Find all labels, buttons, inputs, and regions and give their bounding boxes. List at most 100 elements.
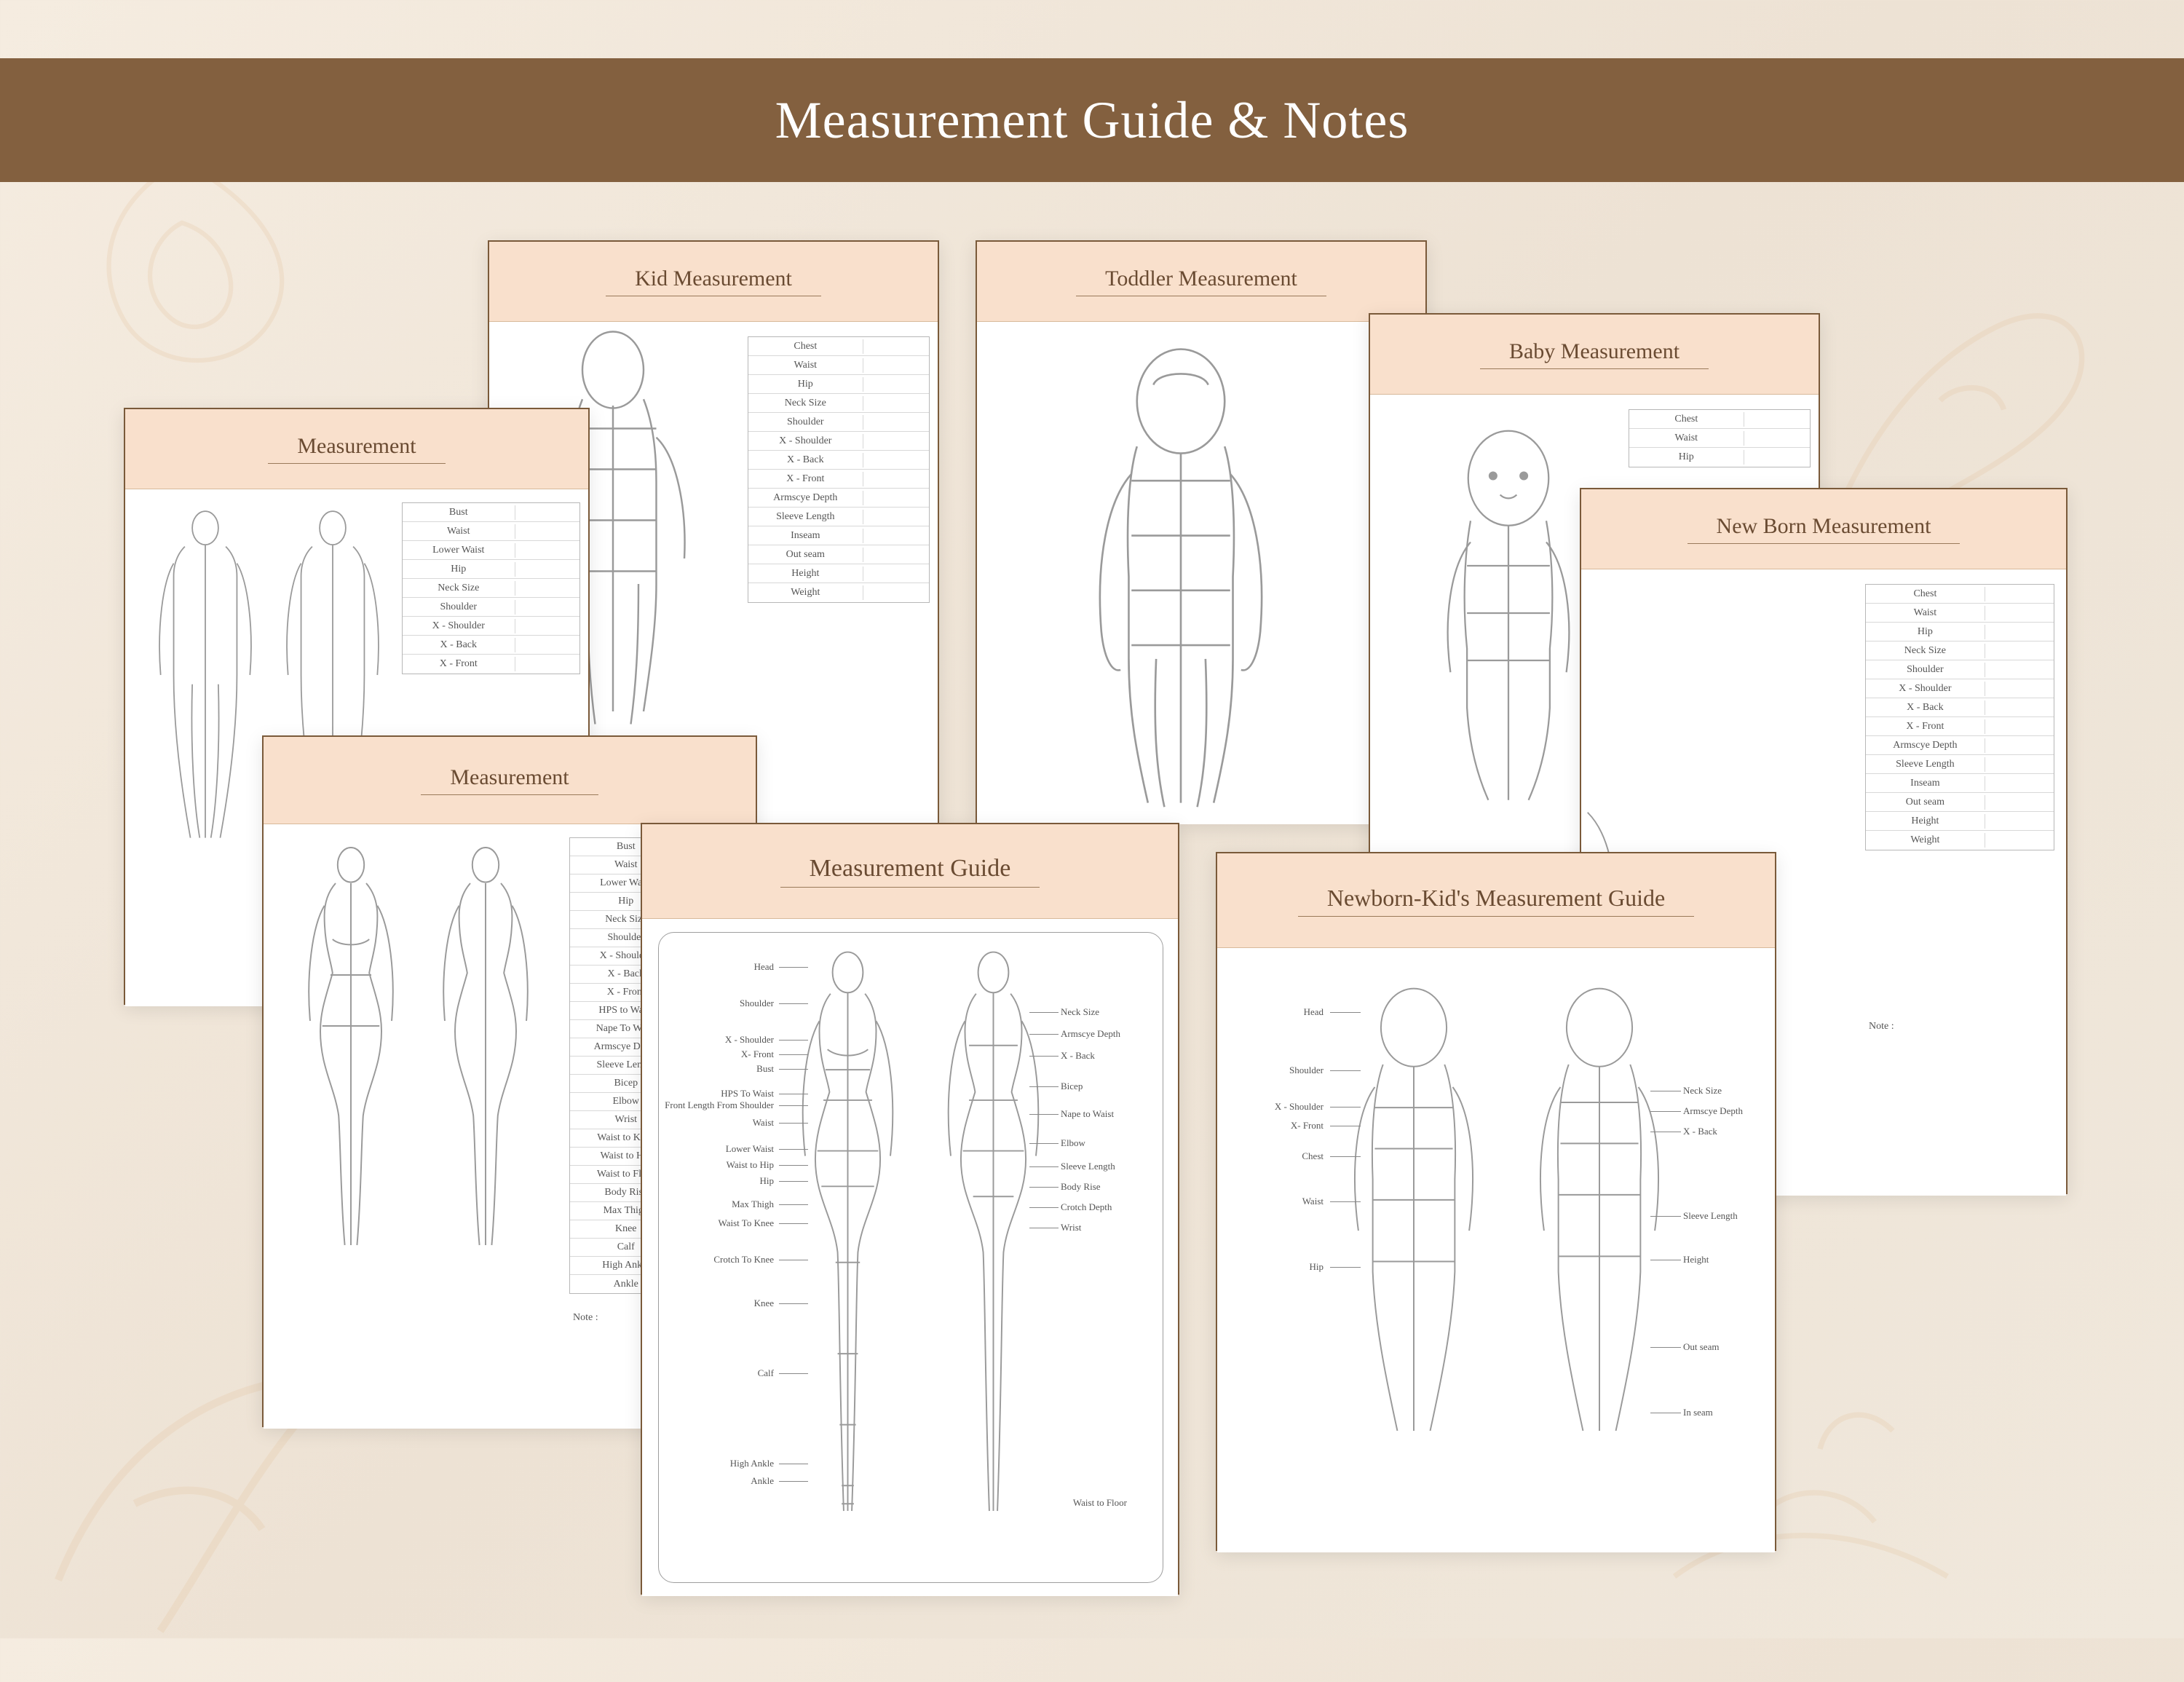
measurement-value — [863, 417, 929, 427]
callout-line — [779, 1223, 808, 1224]
callout-left: Ankle — [751, 1475, 774, 1487]
measurement-value — [515, 640, 579, 650]
callout-left: X - Shoulder — [1275, 1101, 1324, 1113]
measurement-label: Shoulder — [748, 415, 863, 430]
callout-line — [1650, 1111, 1681, 1112]
sheet-header: Measurement Guide — [642, 824, 1178, 919]
table-row: Chest — [1866, 585, 2054, 604]
callout-line — [1330, 1070, 1361, 1071]
callout-right: X - Back — [1683, 1126, 1717, 1137]
measurement-label: X - Shoulder — [748, 434, 863, 449]
callout-left: HPS To Waist — [721, 1088, 774, 1099]
measurement-value — [863, 398, 929, 408]
measurement-label: Waist — [1629, 431, 1744, 446]
callout-left: X- Front — [1291, 1120, 1324, 1132]
table-row: X - Shoulder — [1866, 679, 2054, 698]
callout-line — [779, 1204, 808, 1205]
table-row: Shoulder — [403, 598, 579, 617]
note-label: Note : — [573, 1312, 598, 1324]
callout-line — [1330, 1012, 1361, 1013]
callout-left: Waist to Hip — [727, 1159, 774, 1171]
table-row: X - Front — [1866, 717, 2054, 736]
guide-kid-front — [1337, 984, 1490, 1436]
measurement-value — [1985, 589, 2054, 599]
measurement-label: Waist — [403, 524, 515, 539]
callout-left: Shoulder — [1289, 1065, 1324, 1076]
sheet-title: Measurement — [421, 765, 598, 795]
callout-line — [779, 1105, 808, 1106]
callout-line — [1650, 1347, 1681, 1348]
sheet-title: Toddler Measurement — [1076, 266, 1326, 296]
table-row: Waist — [1866, 604, 2054, 623]
callout-line — [1029, 1114, 1059, 1115]
measurement-value — [863, 531, 929, 541]
sheet-body — [977, 322, 1425, 824]
callout-line — [779, 1149, 808, 1150]
callout-line — [1330, 1156, 1361, 1157]
measurement-value — [1744, 452, 1810, 462]
callout-line — [1029, 1034, 1059, 1035]
measurement-label: Lower Waist — [403, 543, 515, 558]
measurement-value — [863, 436, 929, 446]
callout-right: Wrist — [1061, 1222, 1081, 1233]
table-row: Shoulder — [1866, 660, 2054, 679]
callout-left: Head — [1304, 1006, 1324, 1018]
callout-left: Waist — [1302, 1196, 1324, 1207]
callout-right: Armscye Depth — [1683, 1105, 1743, 1117]
table-row: Lower Waist — [403, 541, 579, 560]
measurement-value — [863, 588, 929, 598]
measurement-label: Chest — [1629, 412, 1744, 427]
callout-left: Chest — [1302, 1150, 1324, 1162]
table-row: Hip — [403, 560, 579, 579]
callout-right: Body Rise — [1061, 1181, 1101, 1193]
table-row: Hip — [1629, 448, 1810, 467]
table-row: X - Back — [1866, 698, 2054, 717]
measurement-value — [1985, 684, 2054, 694]
callout-left: Head — [754, 961, 774, 973]
callout-left: Hip — [760, 1175, 775, 1187]
female-figure-front — [285, 842, 416, 1250]
table-row: Out seam — [748, 545, 929, 564]
measurement-value — [1985, 741, 2054, 751]
callout-right: Neck Size — [1683, 1085, 1722, 1097]
sheet-newborn-kid-guide: Newborn-Kid's Measurement Guide HeadShou… — [1216, 852, 1776, 1551]
sheet-toddler-measurement: Toddler Measurement — [976, 240, 1427, 823]
callout-left: X - Shoulder — [725, 1034, 774, 1046]
measurement-label: X - Back — [403, 638, 515, 652]
callout-right: Armscye Depth — [1061, 1028, 1120, 1040]
table-row: Armscye Depth — [1866, 736, 2054, 755]
measurement-value — [863, 360, 929, 371]
table-row: Weight — [1866, 831, 2054, 850]
callout-line — [1029, 1187, 1059, 1188]
callout-line — [779, 1165, 808, 1166]
measurement-value — [1744, 414, 1810, 425]
measurement-value — [515, 545, 579, 556]
measurement-label: Hip — [403, 562, 515, 577]
measurement-label: Shoulder — [403, 600, 515, 615]
callout-line — [1029, 1143, 1059, 1144]
callout-left: Crotch To Knee — [713, 1254, 774, 1266]
table-row: Hip — [748, 375, 929, 394]
measurement-label: Hip — [1629, 450, 1744, 465]
table-row: X - Back — [748, 451, 929, 470]
callout-line — [779, 967, 808, 968]
callout-left: Waist To Knee — [718, 1217, 774, 1229]
sheet-measurement-guide: Measurement Guide — [641, 823, 1179, 1595]
callout-line — [1029, 1056, 1059, 1057]
callout-line — [1650, 1216, 1681, 1217]
measurement-value — [1985, 722, 2054, 732]
measurement-value — [1985, 759, 2054, 770]
sheet-header: New Born Measurement — [1581, 489, 2066, 569]
sheet-title: Kid Measurement — [606, 266, 821, 296]
sheet-header: Kid Measurement — [489, 242, 938, 322]
measurement-value — [515, 583, 579, 593]
callout-line — [1330, 1267, 1361, 1268]
guide-kid-back — [1523, 984, 1676, 1436]
callout-left: Lower Waist — [726, 1143, 774, 1155]
measurement-label: Weight — [1866, 833, 1985, 848]
sheet-title: Baby Measurement — [1480, 339, 1709, 369]
table-row: Inseam — [1866, 774, 2054, 793]
callout-right: Bicep — [1061, 1081, 1083, 1092]
callout-left: Hip — [1310, 1261, 1324, 1273]
measurement-label: Armscye Depth — [1866, 738, 1985, 753]
